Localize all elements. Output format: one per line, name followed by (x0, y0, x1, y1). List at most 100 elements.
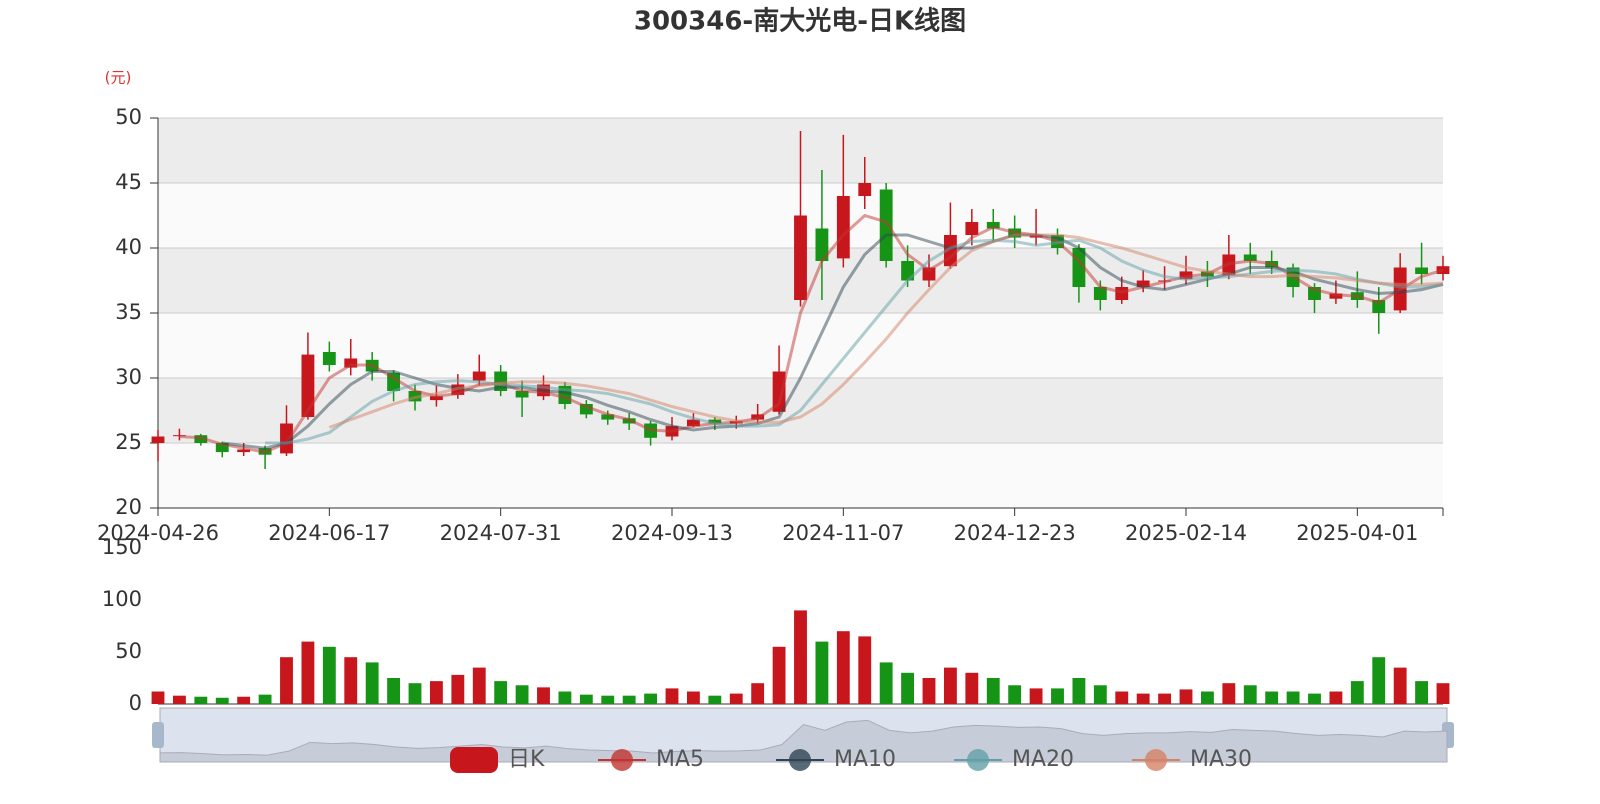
legend-label: MA30 (1190, 747, 1252, 772)
candle-body (965, 222, 979, 235)
volume-bar (215, 697, 229, 704)
candle-body (472, 371, 486, 381)
x-tick-label: 2025-02-14 (1125, 521, 1247, 545)
candle-body (344, 358, 358, 368)
x-tick-label: 2025-04-01 (1296, 521, 1418, 545)
candle-body (794, 215, 807, 300)
volume-bar (1051, 688, 1064, 704)
legend-icon (450, 747, 498, 773)
volume-bar (344, 657, 358, 704)
volume-bar (408, 683, 422, 704)
candle-body (836, 196, 850, 259)
volume-bar (986, 678, 1000, 704)
y-tick-label: 35 (115, 300, 142, 324)
volume-bar (751, 683, 765, 704)
ma-line (222, 233, 1444, 450)
candle-body (1093, 287, 1107, 300)
volume-bar (537, 687, 550, 704)
volume-bar (558, 691, 572, 704)
legend-item[interactable]: MA10 (776, 747, 896, 772)
legend-label: 日K (508, 747, 545, 772)
legend-label: MA5 (656, 747, 704, 772)
ma-line (265, 238, 1444, 445)
y-tick-label: 25 (115, 430, 142, 454)
candle-body (172, 435, 186, 437)
volume-bar (1008, 685, 1022, 704)
volume-bar (579, 694, 593, 704)
volume-bar (322, 646, 336, 704)
ma-line (328, 233, 1444, 429)
volume-bar (879, 662, 893, 704)
legend-item[interactable]: MA5 (598, 747, 704, 772)
volume-tick-label: 100 (102, 587, 142, 611)
volume-bar (151, 691, 165, 704)
volume-bar (172, 695, 186, 704)
volume-bar (1350, 681, 1364, 704)
volume-bar (451, 674, 465, 704)
volume-bar (1093, 685, 1107, 704)
volume-bar (1072, 678, 1086, 704)
volume-bar (1436, 683, 1450, 704)
x-tick-label: 2024-04-26 (97, 521, 219, 545)
volume-bar (729, 693, 743, 704)
volume-bar (1308, 693, 1321, 704)
y-tick-label: 40 (115, 235, 142, 259)
volume-bar (429, 681, 443, 704)
legend-icon (967, 749, 989, 771)
volume-bar (686, 691, 700, 704)
candle-body (1372, 300, 1386, 313)
volume-bar (644, 693, 658, 704)
candle-body (322, 352, 336, 365)
volume-bar (922, 678, 936, 704)
volume-bar (601, 695, 615, 704)
candle-body (1136, 280, 1150, 287)
volume-bar (1329, 691, 1343, 704)
volume-bar (622, 695, 636, 704)
legend-label: MA10 (834, 747, 896, 772)
volume-bar (1243, 685, 1257, 704)
volume-bar (1415, 681, 1429, 704)
candle-body (601, 414, 615, 420)
volume-bar (836, 631, 850, 704)
volume-bar (365, 662, 379, 704)
y-axis-label: (元) (105, 69, 132, 87)
chart-title: 300346-南大光电-日K线图 (634, 7, 966, 37)
legend-icon (611, 749, 633, 771)
candle-body (879, 189, 893, 261)
legend-label: MA20 (1012, 747, 1074, 772)
volume-bar (943, 667, 957, 704)
legend-item[interactable]: MA30 (1132, 747, 1252, 772)
candle-body (1243, 254, 1257, 261)
volume-bar (472, 667, 486, 704)
candle-body (922, 267, 936, 281)
zoom-handle[interactable] (152, 722, 164, 748)
volume-bar (494, 681, 508, 704)
x-tick-label: 2024-09-13 (611, 521, 733, 545)
volume-bar (1029, 688, 1043, 704)
legend-item[interactable]: MA20 (954, 747, 1074, 772)
x-tick-label: 2024-07-31 (440, 521, 562, 545)
y-tick-label: 30 (115, 365, 142, 389)
volume-bar (965, 672, 979, 704)
candle-body (215, 443, 229, 453)
x-tick-label: 2024-12-23 (954, 521, 1076, 545)
volume-bar (515, 685, 529, 704)
candle-body (858, 183, 872, 196)
candle-body (986, 222, 1000, 229)
legend-item[interactable]: 日K (450, 747, 545, 773)
volume-bar (280, 657, 293, 704)
volume-bar (901, 672, 915, 704)
candle-body (579, 404, 593, 415)
volume-bar (708, 695, 722, 704)
volume-tick-label: 50 (115, 639, 142, 663)
volume-tick-label: 150 (102, 535, 142, 559)
volume-bar (1372, 657, 1386, 704)
legend-icon (789, 749, 811, 771)
candle-body (429, 396, 443, 401)
candle-body (686, 419, 700, 427)
volume-bar (815, 641, 829, 704)
volume-bar (1136, 693, 1150, 704)
candle-body (1415, 267, 1429, 274)
candle-body (301, 354, 315, 417)
